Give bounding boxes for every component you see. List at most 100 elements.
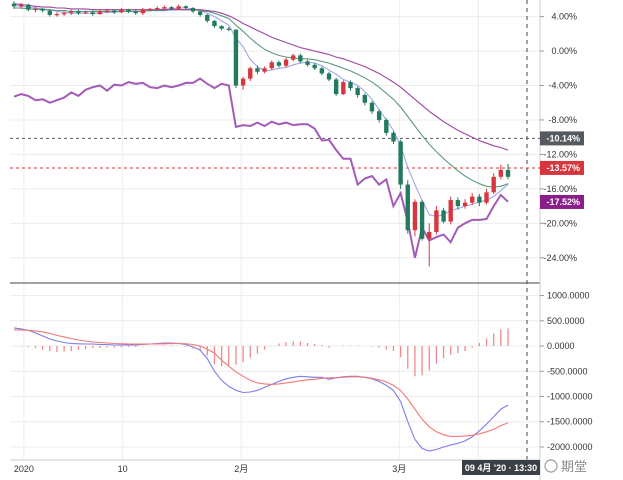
crosshair-time-text: 09 4月 '20 · 13:30 [465,463,537,473]
x-tick-label: 2月 [234,464,248,474]
candle-body [484,192,489,203]
candle-body [276,62,282,66]
candle-body [26,4,31,10]
candle-body [190,8,196,12]
y-tick-label: 0.0000 [547,341,575,351]
y-tick-label: -500.0000 [547,366,588,376]
candle-body [18,4,24,7]
chart-grid [10,0,540,460]
price-badge-label: -10.14% [546,133,580,143]
series-line [13,77,509,259]
candle-body [369,102,375,112]
candle-body [434,210,439,232]
candle-body [83,12,88,14]
y-tick-label: -2000.0000 [547,442,593,452]
candle-body [140,9,146,14]
candle-body [147,8,153,11]
candle-body [90,12,95,15]
macd-line [13,327,509,452]
candle-body [283,59,289,66]
candle-body [255,68,260,72]
candle-body [419,201,425,239]
candle-body [183,6,189,8]
candle-body [405,184,410,231]
series-line [13,4,509,217]
y-tick-label: -12.00% [543,149,577,159]
candle-body [391,132,396,142]
candle-body [61,13,67,15]
candle-body [355,88,360,95]
candle-body [155,8,160,10]
candle-body [169,7,174,9]
candle-body [412,201,418,231]
candle-body [448,200,453,222]
candle-body [305,61,310,65]
x-tick-label: 2020 [14,464,34,474]
y-tick-label: 1000.0000 [547,291,590,301]
candle-body [333,79,339,95]
candle-body [205,14,210,21]
candle-body [298,55,303,62]
y-tick-label: 500.0000 [547,316,585,326]
candle-body [455,200,461,207]
candle-body [248,68,253,79]
candle-body [133,11,138,14]
candle-body [398,141,403,185]
candle-body [11,3,17,7]
y-tick-label: 0.00% [551,46,577,56]
candle-body [126,9,131,12]
x-tick-label: 10 [118,464,128,474]
candle-body [319,68,325,74]
y-tick-label: 4.00% [551,12,577,22]
watermark-text: 期堂 [561,460,587,475]
candle-body [219,26,224,29]
candle-body [97,11,103,15]
candle-body [470,196,475,203]
y-tick-label: -1500.0000 [547,417,593,427]
y-tick-label: -24.00% [543,253,577,263]
price-badge [540,160,584,175]
candle-body [197,11,203,15]
y-tick-label: -4.00% [548,81,577,91]
candle-body [212,20,217,27]
moving-average-lines [13,3,509,259]
price-badge [540,131,584,146]
candle-body [441,210,446,222]
candle-body [233,29,239,86]
y-tick-label: -1000.0000 [547,391,593,401]
candle-body [240,78,246,86]
candle-body [384,119,389,133]
candle-body [40,8,45,11]
candle-body [262,68,267,72]
candle-body [291,55,296,60]
candle-body [376,111,382,120]
price-badge-label: -17.52% [546,197,580,207]
price-axis: 4.00% 0.00% -4.00% -8.00% -12.00% -16.00% -20.… [540,12,577,263]
candle-body [112,10,117,13]
candle-body [47,10,52,15]
candle-body [348,82,353,89]
candle-body [119,9,124,13]
crosshair-time-label: 09 4月 '20 · 13:30 [462,460,540,475]
indicator-axis: 1000.0000 500.0000 0.0000 -500.0000 -1000.00… [540,291,593,452]
series-line [14,7,509,188]
candle-body [505,169,511,177]
watermark: 期堂 [544,459,587,475]
series-line [13,3,509,151]
candle-body [477,196,482,203]
candle-body [76,11,81,14]
candle-body [69,11,74,14]
candle-body [162,7,167,9]
candle-body [226,28,231,30]
y-tick-label: -16.00% [543,184,577,194]
y-tick-label: -8.00% [548,115,577,125]
candle-body [326,73,332,80]
price-badge [540,194,584,209]
candlestick-series[interactable] [11,1,511,267]
candle-body [269,62,274,69]
candle-body [362,94,367,103]
candle-body [33,8,38,11]
macd-panel [13,327,509,452]
candle-body [176,6,181,9]
